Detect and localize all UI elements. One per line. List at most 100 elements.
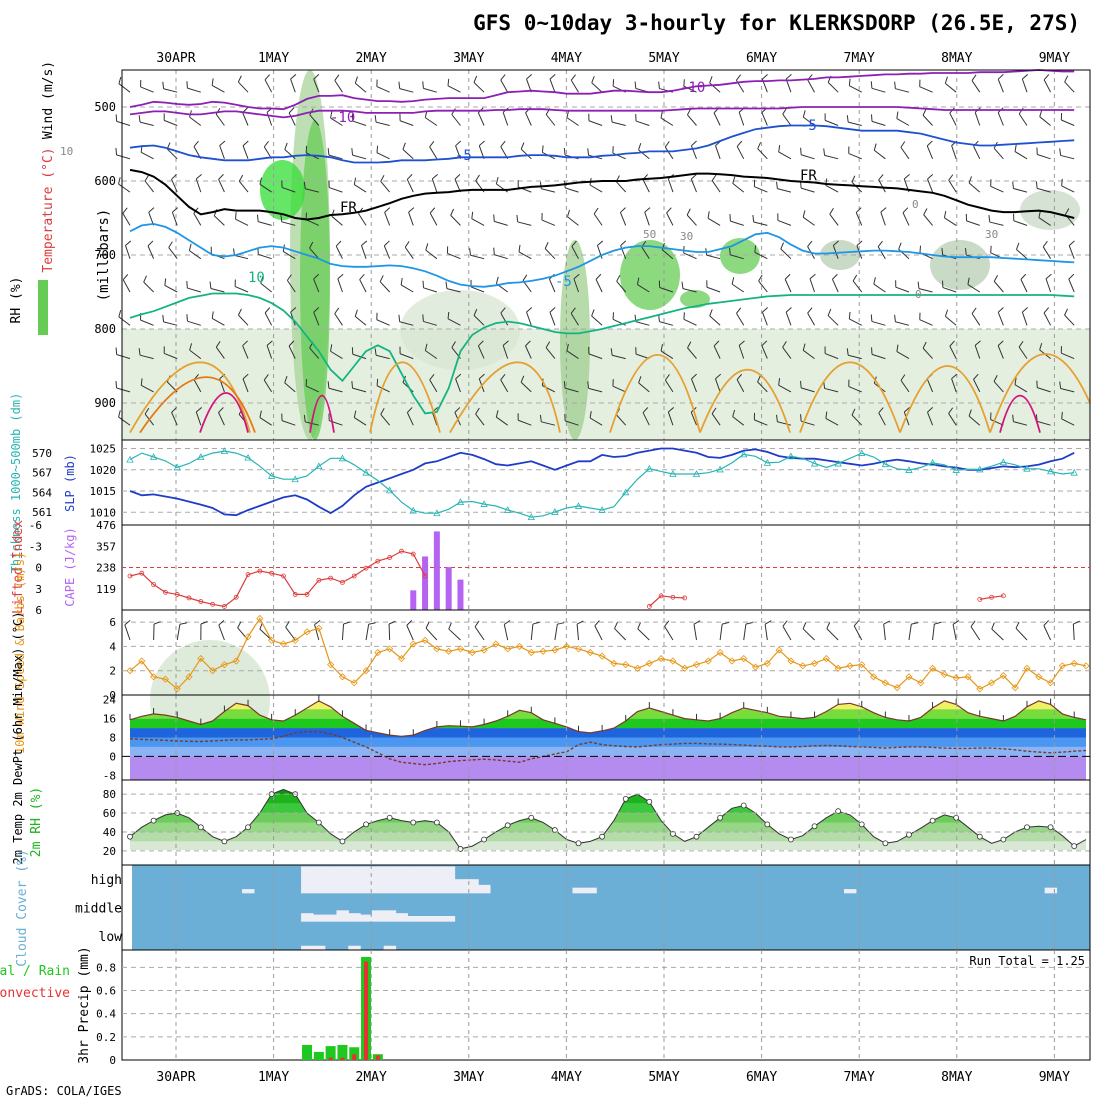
rh-marker-56 bbox=[788, 837, 793, 842]
wind-barb-flag bbox=[595, 621, 600, 626]
precip-total-bar-15 bbox=[302, 1045, 312, 1060]
rh-color-bands bbox=[122, 775, 1090, 869]
cape-bar-27 bbox=[446, 567, 452, 610]
wind-barb-flag bbox=[423, 81, 424, 88]
temp-tick-16: 16 bbox=[103, 713, 116, 726]
wind-barb-flag bbox=[1062, 179, 1063, 186]
wind-barb-flag bbox=[1044, 620, 1049, 625]
series-line-right bbox=[130, 449, 1074, 516]
cloud-cell-high-28 bbox=[454, 879, 466, 893]
slp-tick-1015: 1015 bbox=[90, 485, 117, 498]
date-label-bottom-6MAY: 6MAY bbox=[746, 1070, 777, 1085]
rh-marker-0 bbox=[128, 834, 133, 839]
rh-shading-blob-5 bbox=[620, 240, 680, 310]
upper-ylabel-temp: Temperature (°C) bbox=[41, 147, 56, 272]
cloud-cell-high-30 bbox=[478, 885, 490, 894]
wind-barb-flag bbox=[154, 622, 161, 624]
cloud-cell-middle-23 bbox=[395, 913, 407, 922]
wind-barb-flag bbox=[119, 410, 121, 417]
cloud-cell-high-18 bbox=[336, 866, 348, 893]
wind-barb-flag bbox=[564, 148, 565, 155]
temp-tick--8: -8 bbox=[103, 769, 116, 782]
wind-barb-flag bbox=[730, 248, 731, 255]
cape-tick-238: 238 bbox=[96, 562, 116, 575]
cape-ylabel-group: CAPE (J/kg) bbox=[63, 527, 77, 606]
cloud-cell-low-19 bbox=[348, 946, 360, 950]
li-line-segment-1 bbox=[649, 596, 684, 607]
cloud-panel-bg bbox=[132, 865, 1090, 950]
surface-wind-barb-46 bbox=[665, 621, 673, 640]
upper-yaxis-unit-group: (millibars) bbox=[96, 209, 112, 302]
cloud-ylabel-group: Cloud Cover (%) bbox=[15, 849, 30, 966]
cloud-cell-middle-19 bbox=[348, 913, 360, 922]
rh-marker-22 bbox=[387, 815, 392, 820]
wind-barb-staff bbox=[971, 627, 980, 640]
wind-barb-flag bbox=[665, 621, 669, 627]
rh-ylabel: 2m RH (%) bbox=[29, 787, 44, 857]
rh-marker-76 bbox=[1024, 825, 1029, 830]
wind-barb-flag bbox=[116, 381, 117, 388]
date-label-top-4MAY: 4MAY bbox=[551, 51, 582, 66]
surface-wind-barb-76 bbox=[1016, 622, 1027, 640]
rh-shading-blob-6 bbox=[680, 290, 710, 308]
precip-conv-bar-19 bbox=[352, 1054, 356, 1060]
rh-shading-blob-2 bbox=[300, 120, 330, 440]
wind-barb-flag bbox=[187, 314, 188, 321]
rh-marker-70 bbox=[954, 815, 959, 820]
precip-run-total: Run Total = 1.25 bbox=[969, 954, 1085, 968]
surface-wind-barb-40 bbox=[595, 621, 602, 640]
cloud-cell-middle-20 bbox=[360, 915, 372, 922]
rh-marker-74 bbox=[1001, 837, 1006, 842]
rh-marker-54 bbox=[765, 822, 770, 827]
cloud-cell-high-25 bbox=[419, 866, 431, 893]
precip-legend-convective: Convective bbox=[0, 986, 70, 1001]
surface-wind-barb-80 bbox=[1073, 621, 1079, 640]
wind-barb-flag bbox=[613, 79, 614, 86]
footer-credit: GrADS: COLA/IGES bbox=[6, 1084, 122, 1098]
wind-barb-flag bbox=[783, 621, 787, 626]
wind-barb-flag bbox=[369, 623, 376, 624]
wind-barb-flag bbox=[615, 622, 618, 628]
surface-wind-barb-28 bbox=[449, 623, 461, 640]
temp-ylabel: 2m Temp 2m DewPt (6hr Min/Max) (°C) bbox=[11, 612, 25, 865]
surface-wind-barb-38 bbox=[577, 621, 583, 640]
wind-barb-staff bbox=[555, 624, 557, 640]
rh-colorbar bbox=[38, 280, 48, 335]
date-label-bottom-3MAY: 3MAY bbox=[453, 1070, 484, 1085]
slp-tick-1020: 1020 bbox=[90, 464, 117, 477]
cloud-level-label-high: high bbox=[91, 873, 122, 888]
rh-tick-80: 80 bbox=[103, 788, 116, 801]
surface-wind-barb-2 bbox=[154, 622, 161, 640]
wind-barb-flag bbox=[116, 148, 117, 155]
upper-ylabel-wind: Wind (m/s) bbox=[41, 61, 56, 139]
surface-wind-barb-10 bbox=[238, 622, 248, 640]
upper-ytick-800: 800 bbox=[94, 322, 116, 336]
wind-barb-flag bbox=[1062, 412, 1063, 419]
wind-tick-6: 6 bbox=[109, 616, 116, 629]
surface-wind-barb-24 bbox=[407, 620, 413, 640]
rh-marker-78 bbox=[1048, 825, 1053, 830]
wind-barb-staff bbox=[992, 629, 1004, 640]
wind-barb-flag bbox=[542, 145, 543, 152]
precip-conv-bar-17 bbox=[329, 1058, 333, 1060]
wind-barb-flag bbox=[119, 310, 121, 317]
wind-barb-flag bbox=[920, 246, 921, 253]
wind-barb-staff bbox=[1044, 625, 1051, 640]
wind-barb-flag bbox=[448, 79, 449, 86]
rh-marker-80 bbox=[1072, 844, 1077, 849]
wind-barb-staff bbox=[219, 625, 225, 640]
temp-band-4 bbox=[122, 719, 1090, 728]
surface-wind-barb-22 bbox=[389, 621, 395, 640]
wind-barb-flag bbox=[344, 622, 351, 624]
date-label-top-8MAY: 8MAY bbox=[941, 51, 972, 66]
wind-barb-staff bbox=[638, 629, 650, 640]
wind-barb-staff bbox=[366, 624, 369, 640]
surface-wind-barb-66 bbox=[909, 623, 918, 640]
li-tick--3: -3 bbox=[29, 540, 42, 553]
wind-barb-staff bbox=[1073, 624, 1074, 640]
rh-marker-32 bbox=[505, 823, 510, 828]
cloud-cell-middle-22 bbox=[384, 910, 396, 921]
wind-barb-flag bbox=[992, 623, 995, 629]
wind-barb-staff bbox=[720, 624, 722, 640]
